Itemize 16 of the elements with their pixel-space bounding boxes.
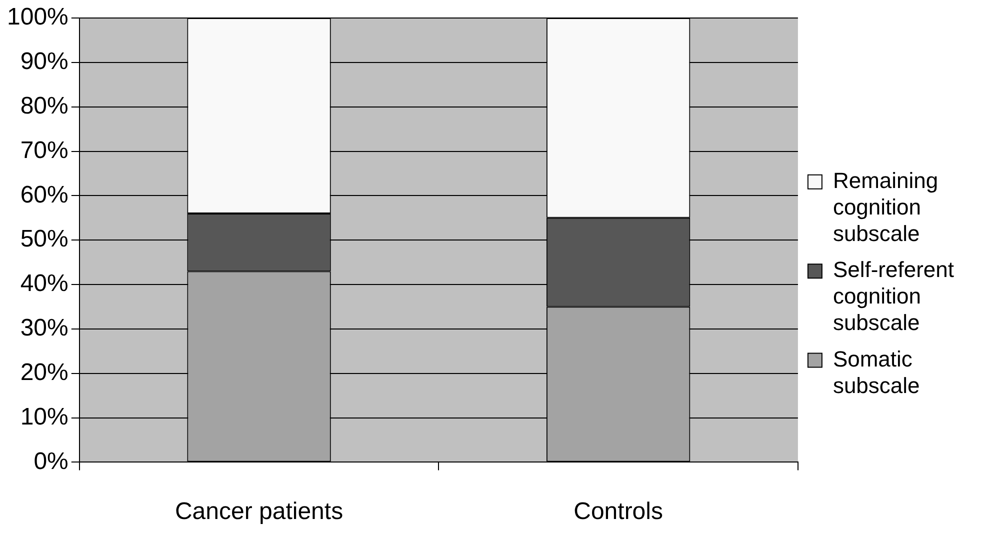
y-tick-label: 80% (20, 92, 68, 120)
y-tick-label: 20% (20, 358, 68, 386)
y-tick-label: 10% (20, 403, 68, 430)
y-tick-label: 50% (20, 226, 68, 253)
legend-label: Somatic subscale (832, 346, 920, 398)
y-tick-label: 60% (20, 181, 68, 208)
y-tick-label: 40% (20, 270, 68, 298)
x-tick-label: Cancer patients (174, 498, 344, 526)
y-tick-label: 0% (34, 448, 68, 475)
x-tick-label: Controls (574, 498, 663, 526)
legend-label: Self-referent cognition subscale (832, 257, 954, 335)
legend-label: Remaining cognition subscale (832, 168, 938, 246)
y-tick-label: 90% (20, 48, 68, 76)
y-tick-label: 70% (20, 136, 68, 164)
y-tick-label: 100% (6, 4, 68, 31)
y-tick-label: 30% (20, 314, 68, 342)
